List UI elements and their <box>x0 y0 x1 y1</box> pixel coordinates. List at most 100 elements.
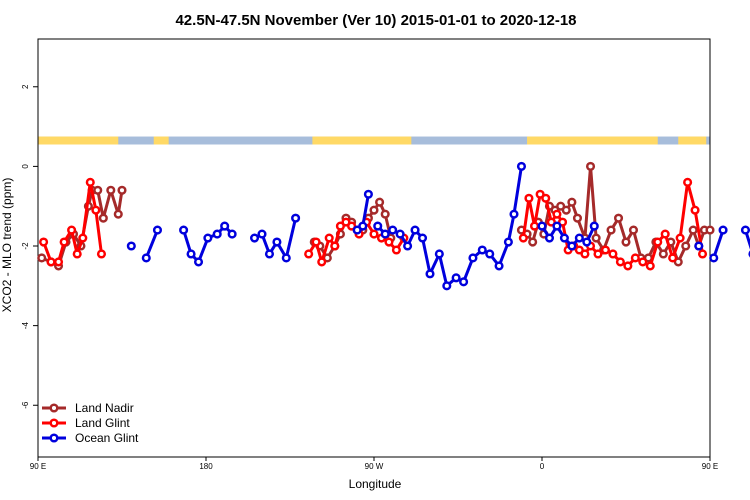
series-1-line-0 <box>42 180 103 264</box>
series-1-point-2-0 <box>518 233 528 243</box>
series-2-point-2-4 <box>212 229 222 239</box>
series-1-point-1-12 <box>384 237 394 247</box>
series-1-point-2-18 <box>630 253 640 263</box>
series-1-point-1-13 <box>391 245 401 255</box>
series-0-point-2-26 <box>688 225 698 235</box>
series-1-point-2-10 <box>574 245 584 255</box>
y-tick-label-2: -2 <box>21 242 30 250</box>
series-1-point-1-6 <box>341 217 351 227</box>
series-2-point-4-0 <box>373 221 383 231</box>
series-0-line-0 <box>41 188 124 268</box>
series-2-point-2-0 <box>179 225 189 235</box>
y-tick-label-4: 2 <box>21 84 30 89</box>
map-strip-land-2 <box>312 136 412 145</box>
series-0-point-2-2 <box>528 237 538 247</box>
series-2-point-9-0 <box>352 225 362 235</box>
legend-label-1: Land Glint <box>75 416 130 430</box>
map-strip-land-4 <box>678 136 707 145</box>
series-2-point-5-1 <box>544 233 555 243</box>
series-2-point-7-0 <box>709 253 719 263</box>
series-2-point-4-4 <box>403 241 413 251</box>
series-2-point-2-6 <box>227 229 237 239</box>
series-1-point-0-6 <box>78 233 88 243</box>
series-1-point-2-16 <box>615 257 625 267</box>
series-1-point-2-13 <box>593 249 603 259</box>
series-2-point-4-9 <box>442 281 452 291</box>
series-2-line-1 <box>144 229 159 259</box>
series-0-point-0-10 <box>106 185 116 195</box>
series-2-point-1-0 <box>141 253 151 263</box>
series-0-point-1-11 <box>375 197 385 207</box>
series-1-point-2-23 <box>668 253 678 263</box>
series-2-point-7-1 <box>718 225 728 235</box>
series-0-point-2-10 <box>572 213 583 223</box>
x-axis: 90 E 180 90 W 0 90 E <box>30 457 718 471</box>
series-1-point-1-2 <box>317 257 327 267</box>
plot-frame <box>37 38 711 458</box>
y-axis-label: XCO2 - MLO trend (ppm) <box>0 178 14 313</box>
map-strip <box>38 136 710 145</box>
series-1-point-0-5 <box>72 249 82 259</box>
series-2-point-5-4 <box>567 241 577 251</box>
series-2-point-4-15 <box>494 261 504 271</box>
series-1-point-0-0 <box>39 237 49 247</box>
series-2-point-4-16 <box>503 237 513 247</box>
series-1-point-0-1 <box>46 257 56 267</box>
series-1-point-2-14 <box>600 245 611 255</box>
series-2-point-9-2 <box>363 189 373 199</box>
series-2-point-3-4 <box>281 253 291 263</box>
series-2-point-3-2 <box>264 249 275 259</box>
series-1-point-1-7 <box>347 221 357 231</box>
series-1-point-2-6 <box>552 209 562 219</box>
series-2-point-4-8 <box>434 249 444 259</box>
series-2-point-4-14 <box>485 249 495 259</box>
series-2-point-8-0 <box>740 225 750 235</box>
series-0-point-2-18 <box>628 225 639 235</box>
series-2-point-2-3 <box>203 233 213 243</box>
legend-label-0: Land Nadir <box>75 401 134 415</box>
series-1-point-2-1 <box>524 193 534 203</box>
series-2-point-6-0 <box>694 241 704 251</box>
map-strip-land-1 <box>153 136 169 145</box>
series-2-line-7 <box>712 229 725 259</box>
series-0-point-2-13 <box>591 233 601 243</box>
series-2-point-9-1 <box>358 221 368 231</box>
series-2-line-8 <box>744 229 750 250</box>
series-0-point-2-24 <box>673 257 683 267</box>
series-1-point-2-19 <box>638 257 648 267</box>
x-tick-label-4: 90 E <box>702 462 718 471</box>
series-2-point-2-2 <box>193 257 204 267</box>
y-axis: -6 -4 -2 0 2 <box>21 84 38 409</box>
series-1-point-1-1 <box>311 237 321 247</box>
map-strip-land-0 <box>38 136 119 145</box>
series-2-point-0-0 <box>126 241 136 251</box>
series-2-point-4-2 <box>388 225 398 235</box>
series-2-point-5-2 <box>552 221 562 231</box>
series-2-point-3-5 <box>291 213 301 223</box>
series-1-point-2-4 <box>541 193 551 203</box>
series-0-point-2-9 <box>567 197 577 207</box>
series-1-point-2-20 <box>645 261 655 271</box>
legend-label-2: Ocean Glint <box>75 431 139 445</box>
series-0-point-0-11 <box>113 209 123 219</box>
series-1-point-0-3 <box>59 237 69 247</box>
legend-marker-1 <box>49 418 59 428</box>
y-tick-label-3: 0 <box>21 164 30 169</box>
series-2-point-4-18 <box>516 161 527 171</box>
series-2 <box>126 161 750 291</box>
series-2-point-4-12 <box>468 253 478 263</box>
series-0-point-2-29 <box>705 225 715 235</box>
series-1-point-2-11 <box>580 249 590 259</box>
series-1-point-0-2 <box>53 257 64 267</box>
x-tick-label-0: 90 E <box>30 462 46 471</box>
series-0-point-0-9 <box>98 213 108 223</box>
series-2-point-4-11 <box>459 277 469 287</box>
legend-marker-0 <box>49 403 59 413</box>
series-2-point-4-3 <box>395 229 405 239</box>
x-axis-label: Longitude <box>349 477 402 491</box>
series-1-point-2-3 <box>535 189 545 199</box>
series-1-point-2-15 <box>608 249 618 259</box>
x-tick-label-1: 180 <box>199 462 213 471</box>
